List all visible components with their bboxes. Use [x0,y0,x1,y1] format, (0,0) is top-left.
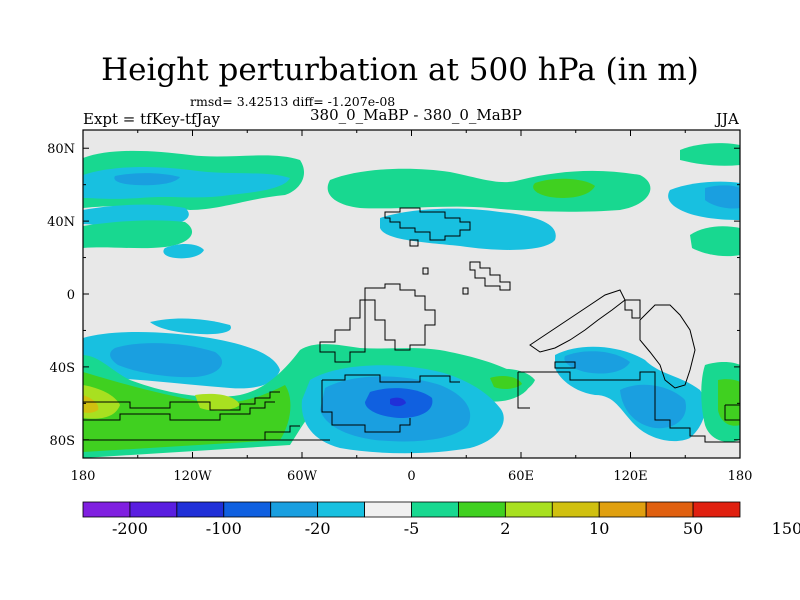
contour-patch [490,376,522,389]
contour-patch [718,379,740,426]
colorbar-swatch [551,501,600,518]
lon-tick-label: 180 [728,469,753,484]
lon-tick-label: 180 [71,469,96,484]
colorbar-swatch [129,501,178,518]
contour-patch [705,185,740,209]
season-label: JJA [716,110,739,128]
coastline [518,371,740,443]
coastline [624,299,641,319]
contour-patch [83,372,291,452]
colorbar-label: 150 [772,519,800,538]
coastline [724,404,740,421]
map-title: Height perturbation at 500 hPa (in m) [101,52,699,88]
contour-patch [380,208,556,250]
experiment-label: Expt = tfKey-tfJay [83,110,220,128]
colorbar-swatch [364,501,412,518]
contour-fields [83,143,740,458]
colorbar-label: -200 [112,519,148,538]
colorbar-swatch [458,501,506,518]
colorbar [82,501,741,518]
colorbar-label: 50 [683,519,703,538]
contour-patch [163,244,204,259]
colorbar-label: -100 [206,519,242,538]
colorbar-swatch [270,501,319,518]
colorbar-swatch [82,501,131,518]
colorbar-swatch [645,501,694,518]
lat-tick-label: 0 [67,288,75,303]
period-label: 380_0_MaBP - 380_0_MaBP [310,106,522,124]
coastline [322,374,460,383]
lat-tick-label: 80S [50,434,75,449]
coastline [83,425,300,441]
contour-patch [690,226,740,257]
contour-patch [83,220,193,249]
lon-tick-label: 120W [173,469,212,484]
coastline [517,372,530,409]
lon-tick-label: 60W [287,469,318,484]
lon-tick-label: 120E [613,469,647,484]
coastline [639,304,696,389]
contour-patch [533,178,595,198]
colorbar-labels: -200 -100 -20 -5 2 10 50 150 [112,519,800,538]
coastline [319,299,366,363]
coastline [409,239,419,247]
colorbar-swatch [411,501,459,518]
coastline [554,361,576,369]
coastline [384,207,471,241]
contour-patch [680,143,740,166]
contour-patch [620,384,686,429]
lat-tick-label: 80N [47,142,75,157]
contour-patch [114,173,180,186]
contour-patch [150,318,231,335]
contour-patch [83,395,99,413]
lat-tick-label: 40S [50,361,75,376]
coastline [422,267,429,275]
colorbar-label: -5 [404,519,420,538]
lat-tick-label: 40N [47,215,75,230]
colorbar-swatch [598,501,647,518]
contour-patch [390,397,406,407]
colorbar-label: 10 [589,519,609,538]
colorbar-swatch [223,501,272,518]
coastline [83,401,275,421]
lon-tick-label: 0 [407,469,415,484]
colorbar-swatch [317,501,365,518]
coastlines [83,207,740,443]
coastline [83,391,280,411]
coastline [321,380,411,433]
longitude-axis: 180 120W 60W 0 60E 120E 180 [71,130,753,484]
contour-patch [195,393,240,411]
colorbar-label: 2 [500,519,510,538]
contour-patch [564,351,630,374]
lon-tick-label: 60E [508,469,534,484]
colorbar-swatch [176,501,225,518]
colorbar-label: -20 [305,519,331,538]
colorbar-swatch [504,501,553,518]
coastline [469,261,511,291]
coastline [364,283,436,351]
stats-line: rmsd= 3.42513 diff= -1.207e-08 [190,94,396,109]
contour-patch [110,343,223,378]
latitude-axis: 80N 40N 0 40S 80S [47,142,740,449]
colorbar-swatch [692,501,741,518]
coastline [462,287,469,295]
